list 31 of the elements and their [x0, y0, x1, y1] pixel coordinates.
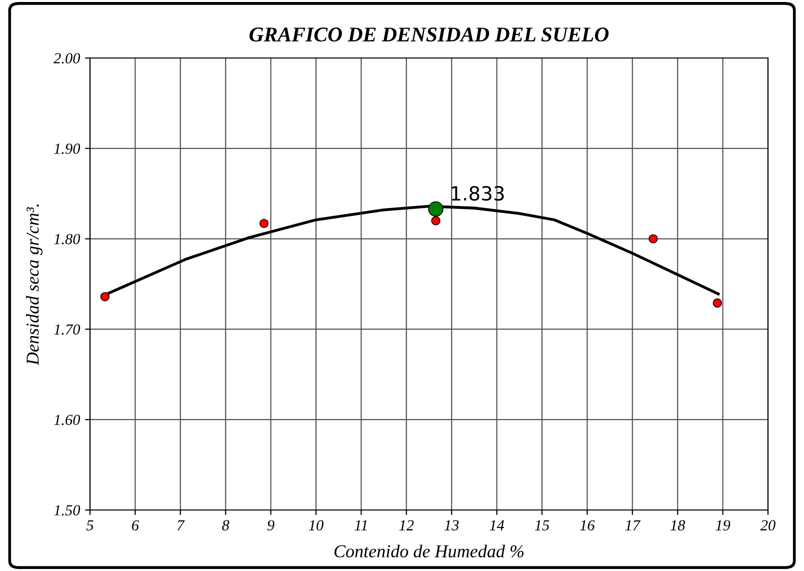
x-tick-label: 17 — [625, 520, 641, 530]
chart-title: GRAFICO DE DENSIDAD DEL SUELO — [250, 28, 609, 42]
y-tick-label: 1.50 — [54, 505, 80, 516]
x-tick-label: 18 — [670, 520, 686, 530]
x-tick-label: 15 — [534, 520, 550, 530]
x-tick-label: 7 — [177, 520, 185, 530]
y-tick-label: 1.90 — [54, 144, 80, 154]
y-axis-title: Densidad seca gr/cm³. — [26, 204, 42, 366]
x-tick-label: 20 — [760, 520, 776, 530]
y-tick-label: 1.60 — [54, 414, 80, 426]
x-axis-title: Contenido de Humedad % — [334, 544, 524, 558]
x-tick-label: 9 — [267, 520, 274, 530]
x-tick-label: 13 — [444, 520, 459, 530]
point — [431, 216, 440, 226]
point — [712, 298, 722, 308]
point — [100, 292, 110, 302]
point — [259, 218, 269, 228]
x-tick-label: 19 — [716, 520, 730, 530]
x-tick-label: 14 — [490, 520, 504, 530]
x-tick-label: 11 — [354, 520, 367, 530]
point — [648, 234, 658, 244]
x-tick-label: 6 — [132, 520, 139, 530]
y-tick-label: 1.70 — [54, 324, 80, 335]
x-tick-label: 5 — [86, 520, 94, 530]
point — [428, 201, 444, 217]
x-tick-label: 8 — [222, 520, 230, 530]
y-tick-label: 2.00 — [54, 53, 80, 64]
x-tick-label: 10 — [308, 520, 324, 530]
x-tick-label: 16 — [580, 520, 595, 530]
x-tick-label: 12 — [399, 520, 414, 530]
y-tick-label: 1.80 — [54, 234, 80, 244]
